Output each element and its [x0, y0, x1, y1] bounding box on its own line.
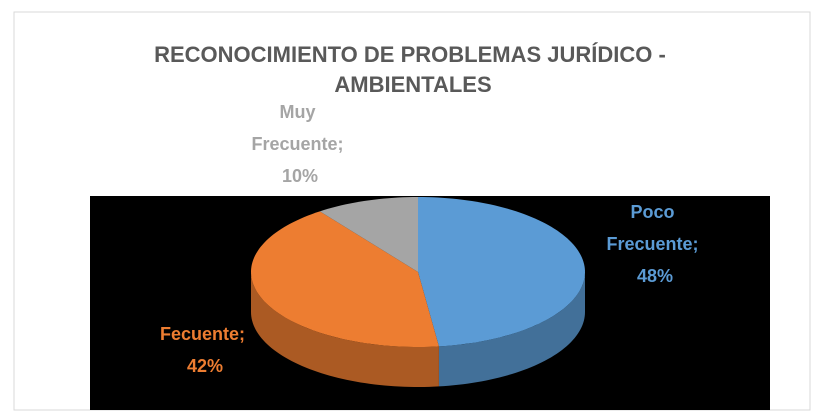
- pie-side: [251, 272, 439, 387]
- chart-title: RECONOCIMIENTO DE PROBLEMAS JURÍDICO - A…: [154, 42, 672, 97]
- pie-slice: Fecuente: [251, 211, 439, 347]
- pie-side: [438, 272, 585, 387]
- data-label: Poco Frecuente; 48%: [606, 202, 703, 286]
- pie-slice: Muy Frecuente: [319, 197, 418, 272]
- pie-slice: Poco Frecuente: [418, 197, 585, 347]
- data-label: Muy Frecuente; 10%: [251, 102, 348, 186]
- data-label: Fecuente; 42%: [160, 324, 250, 376]
